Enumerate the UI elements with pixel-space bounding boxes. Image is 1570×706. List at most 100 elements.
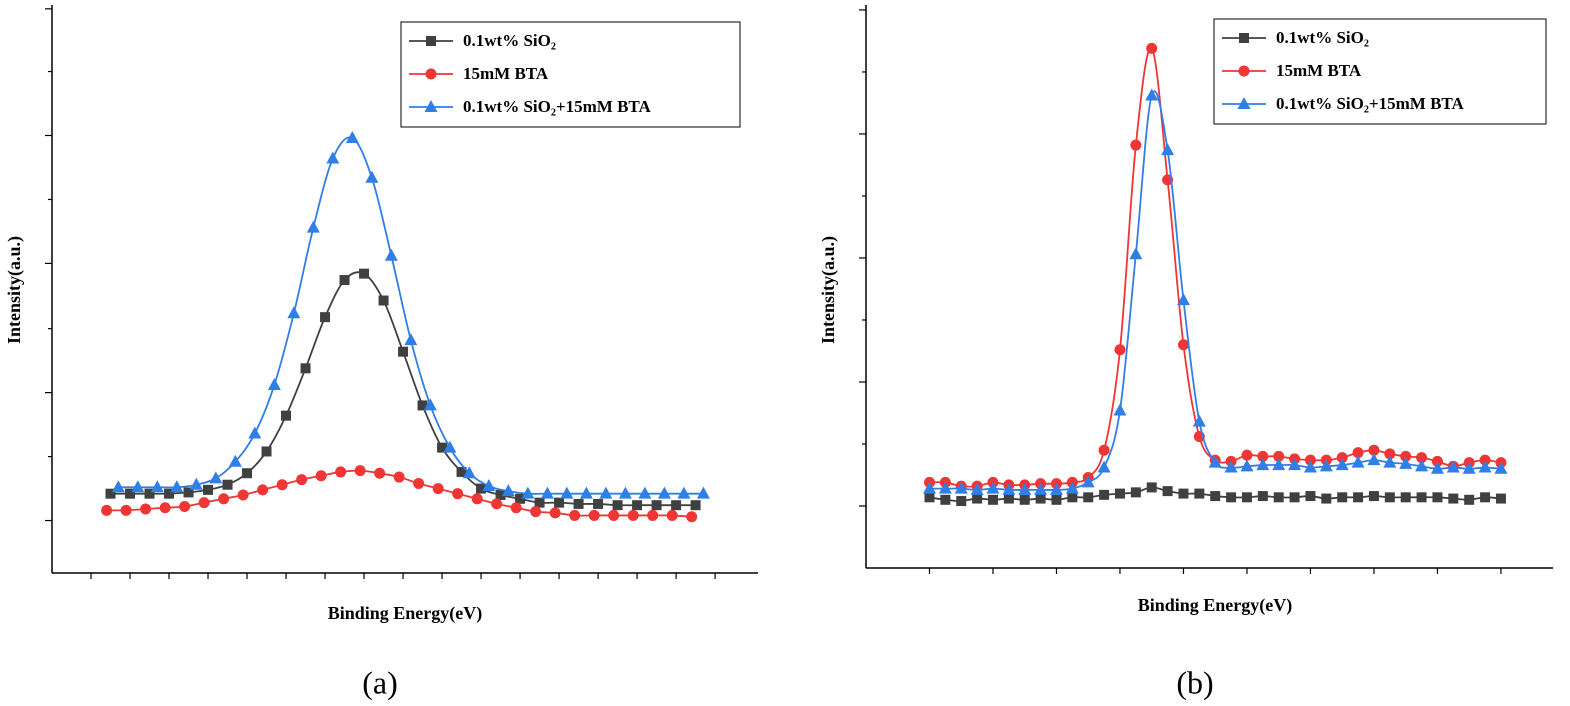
marker [1051,494,1062,505]
marker [1303,460,1317,473]
marker [549,507,561,519]
marker [365,170,379,183]
marker [677,486,691,499]
marker [1240,459,1254,472]
marker [1113,403,1127,416]
marker [267,377,281,390]
marker [1208,455,1222,468]
marker [296,474,308,486]
marker [510,502,522,514]
marker [1431,455,1443,467]
marker [1034,482,1048,495]
marker [627,509,639,521]
marker [242,468,253,479]
marker [198,497,210,509]
marker [1162,486,1173,497]
marker [1384,448,1396,460]
caption: (b) [1176,664,1213,700]
legend-marker [426,36,436,46]
marker [1289,492,1300,503]
marker [1194,488,1205,499]
marker [1210,491,1221,502]
marker [612,500,623,511]
marker [686,511,698,523]
marker [140,503,152,515]
marker [452,488,464,500]
marker [1319,459,1333,472]
marker [203,484,214,495]
marker [954,481,968,494]
marker [482,479,496,492]
marker [515,493,526,504]
marker [690,500,701,511]
marker [1416,452,1428,464]
marker [1304,454,1316,466]
legend-label: 0.1wt% SiO₂ [463,31,556,50]
marker [423,398,437,411]
marker [924,492,935,503]
marker [560,486,574,499]
marker [1257,491,1268,502]
marker [281,410,292,421]
marker [222,479,233,490]
legend: 0.1wt% SiO₂ 15mM BTA 0.1wt% SiO₂+15mM BTA [1213,18,1547,125]
marker [1114,488,1125,499]
series-line [929,90,1502,491]
marker [359,268,370,279]
series-line [118,136,704,495]
marker [501,484,515,497]
marker [1351,455,1365,468]
marker [1176,293,1190,306]
marker [696,486,710,499]
marker [972,493,983,504]
marker [237,489,249,501]
marker [1479,454,1491,466]
marker [521,486,535,499]
marker [164,488,175,499]
marker [1383,455,1397,468]
marker [1353,492,1364,503]
marker [1224,460,1238,473]
marker [189,477,203,490]
marker [1400,492,1411,503]
marker [599,486,613,499]
marker [1067,492,1078,503]
marker [1241,492,1252,503]
marker [248,426,262,439]
marker [1399,456,1413,469]
marker [354,465,366,477]
marker [326,151,340,164]
legend-label: 15mM BTA [463,64,549,83]
marker [569,509,581,521]
marker [1288,458,1302,471]
marker [1256,458,1270,471]
marker [170,480,184,493]
marker [437,442,448,453]
marker [218,493,230,505]
marker [1178,488,1189,499]
marker [956,496,967,507]
legend-marker [424,100,438,112]
marker [209,471,223,484]
marker [413,477,425,489]
legend-box [1213,18,1547,125]
marker [632,500,643,511]
marker [1099,489,1110,500]
marker [1130,487,1141,498]
marker [1494,461,1508,474]
marker [320,312,331,323]
caption: (a) [362,664,398,700]
marker [1432,492,1443,503]
marker [105,488,116,499]
marker [593,498,604,509]
marker [1400,450,1412,462]
marker [120,504,132,516]
marker [1480,492,1491,503]
marker [1430,461,1444,474]
marker [378,295,389,306]
marker [651,500,662,511]
marker [1146,42,1158,54]
marker [1003,493,1014,504]
marker [1352,447,1364,459]
